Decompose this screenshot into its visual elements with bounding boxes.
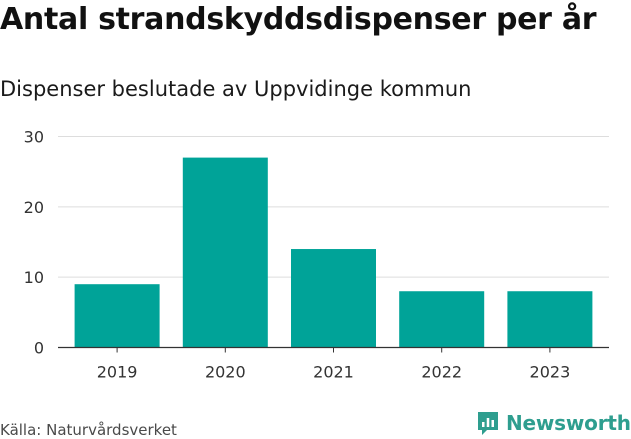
chart-title: Antal strandskyddsdispenser per år: [0, 2, 597, 37]
y-tick-label: 0: [34, 339, 44, 358]
y-axis-ticks: 0 10 20 30: [24, 128, 44, 358]
chart-subtitle: Dispenser beslutade av Uppvidinge kommun: [0, 77, 472, 101]
bar-chart: 0 10 20 30 2019 2020 2021 2022 2023: [24, 128, 609, 382]
bar-2021: [291, 249, 376, 348]
brand-logo: Newsworthy: [476, 408, 631, 438]
x-tick-label: 2023: [530, 363, 571, 382]
bars: [74, 157, 593, 348]
bar-2022: [399, 291, 485, 348]
newsworthy-logo-icon: [478, 411, 498, 435]
brand-name: Newsworthy: [506, 411, 631, 435]
y-tick-label: 20: [24, 198, 44, 217]
x-tick-label: 2022: [421, 363, 462, 382]
y-tick-label: 10: [24, 268, 44, 287]
bar-2023: [507, 291, 593, 348]
x-tick-label: 2020: [205, 363, 246, 382]
y-tick-label: 30: [24, 128, 44, 147]
x-tick-label: 2021: [313, 363, 354, 382]
x-axis-ticks: 2019 2020 2021 2022 2023: [97, 347, 571, 382]
source-note: Källa: Naturvårdsverket: [0, 421, 177, 439]
bar-2019: [74, 284, 160, 348]
x-tick-label: 2019: [97, 363, 138, 382]
bar-2020: [182, 157, 268, 348]
